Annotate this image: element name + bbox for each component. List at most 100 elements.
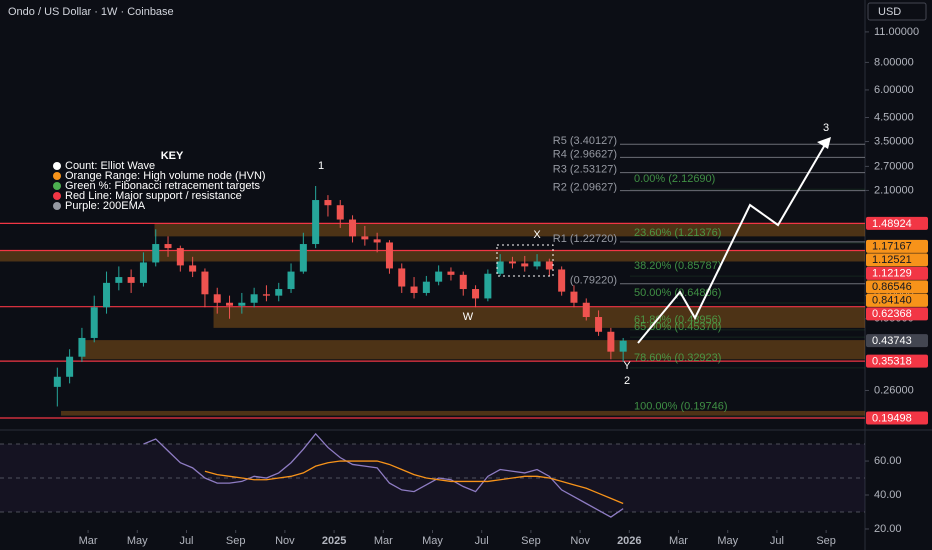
price-label: 0.35318: [866, 354, 928, 368]
hvn-zone: [80, 340, 865, 360]
price-label-text: 1.48924: [872, 218, 912, 230]
currency-box[interactable]: [867, 2, 927, 21]
price-label-text: 0.35318: [872, 356, 912, 368]
hvn-zone: [61, 410, 866, 416]
price-label: 0.19498: [866, 411, 928, 425]
fib-label: 23.60% (1.21376): [634, 227, 721, 239]
price-label: 0.84140: [866, 293, 928, 307]
price-label-text: 0.62368: [872, 308, 912, 320]
x-tick-label: Nov: [570, 535, 590, 547]
chart-title: Ondo / US Dollar · 1W · Coinbase: [8, 6, 174, 18]
candle-body: [459, 274, 467, 290]
hvn-zone: [0, 250, 865, 262]
candle-body: [435, 271, 443, 282]
candle-body: [472, 289, 480, 299]
price-label-box: [866, 354, 928, 368]
candle-body: [410, 286, 418, 293]
legend-label: Red Line: Major support / resistance: [65, 190, 242, 202]
candle-body: [238, 302, 246, 306]
candle-body: [262, 294, 270, 296]
rsi-ma-line: [204, 460, 624, 505]
candle-body: [558, 269, 566, 292]
candle-body: [385, 242, 393, 269]
legend-marker: [53, 192, 61, 200]
candle-body: [66, 356, 74, 377]
price-label-text: 0.84140: [872, 295, 912, 307]
legend-label: Orange Range: High volume node (HVN): [65, 170, 266, 182]
price-label: 0.62368: [866, 307, 928, 321]
y-tick-label: 2.70000: [874, 160, 914, 172]
y-tick-label: 4.50000: [874, 111, 914, 123]
pivot-label: R5 (3.40127): [553, 135, 617, 147]
candle-body: [201, 271, 209, 295]
candle-body: [275, 289, 283, 296]
fib-label: 0.00% (2.12690): [634, 173, 715, 185]
candle-body: [336, 205, 344, 220]
candle-body: [582, 302, 590, 318]
y-tick-label: 6.00000: [874, 84, 914, 96]
candle-body: [299, 244, 307, 272]
price-label: 1.17167: [866, 239, 928, 253]
price-label-text: 0.86546: [872, 281, 912, 293]
price-label-box: [866, 280, 928, 294]
legend-label: Green %: Fibonacci retracement targets: [65, 180, 261, 192]
x-tick-label: Jul: [179, 535, 193, 547]
hvn-zone: [154, 223, 865, 237]
candle-body: [213, 294, 221, 303]
main-layer: [53, 186, 627, 518]
fib-label: 65.00% (0.45370): [634, 321, 721, 333]
x-tick-label: Sep: [521, 535, 541, 547]
candle-body: [103, 282, 111, 308]
price-label-box: [866, 411, 928, 425]
candle-body: [115, 277, 123, 283]
wave-label: W: [463, 311, 474, 323]
price-label: 0.43743: [866, 334, 928, 348]
price-label-box: [866, 307, 928, 321]
price-label-box: [866, 239, 928, 253]
projection-path: [637, 142, 827, 344]
wave-label: 3: [823, 122, 829, 134]
price-label-box: [866, 216, 928, 230]
legend-marker: [53, 182, 61, 190]
price-label-box: [866, 334, 928, 348]
candle-body: [607, 331, 615, 352]
price-label: 1.12521: [866, 253, 928, 267]
projection-arrowhead: [817, 137, 831, 149]
x-tick-label: Jul: [475, 535, 489, 547]
candle-body: [324, 200, 332, 206]
currency[interactable]: USD: [878, 6, 901, 18]
wave-label: X: [533, 229, 541, 241]
candle-body: [152, 244, 160, 263]
x-tick-label: Jul: [770, 535, 784, 547]
price-label-text: 1.17167: [872, 241, 912, 253]
rsi-line: [143, 432, 624, 518]
legend-marker: [53, 172, 61, 180]
candle-body: [521, 263, 529, 267]
price-label-box: [866, 253, 928, 267]
x-tick-label: Sep: [226, 535, 246, 547]
candle-body: [90, 307, 98, 338]
wave-label: Y: [623, 360, 631, 372]
candle-body: [250, 294, 258, 303]
candle-body: [398, 268, 406, 287]
candle-body: [361, 236, 369, 240]
candle-body: [508, 261, 516, 264]
candle-body: [189, 265, 197, 272]
candle-body: [78, 337, 86, 357]
x-tick-label: Nov: [275, 535, 295, 547]
rsi-y-tick-label: 40.00: [874, 489, 902, 501]
price-label-box: [866, 266, 928, 280]
price-label-text: 1.12521: [872, 254, 912, 266]
x-tick-label: May: [422, 535, 443, 547]
x-tick-label: 2026: [617, 535, 641, 547]
candle-body: [484, 273, 492, 299]
price-label: 0.86546: [866, 280, 928, 294]
candle-body: [176, 248, 184, 266]
y-tick-label: 2.10000: [874, 184, 914, 196]
fib-label: 50.00% (0.64806): [634, 287, 721, 299]
x-wave-box: [496, 244, 554, 277]
candle-body: [533, 261, 541, 267]
x-tick-label: May: [717, 535, 738, 547]
legend-label: Purple: 200EMA: [65, 200, 146, 212]
